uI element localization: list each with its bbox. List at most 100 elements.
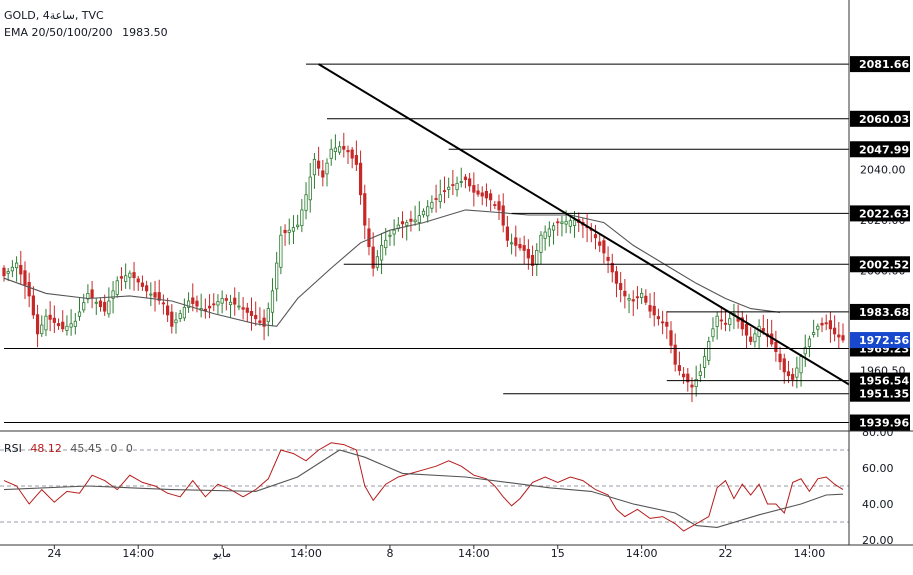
candle-body	[262, 317, 266, 327]
candle-body	[19, 264, 23, 275]
rsi-pane	[0, 442, 849, 532]
candle-body	[560, 221, 564, 224]
candle-body	[291, 227, 296, 232]
time-tick-label: 8	[386, 547, 393, 560]
price-level-label: 1956.54	[859, 375, 909, 388]
candle-body	[115, 280, 119, 295]
candle-body	[409, 218, 413, 222]
rsi-legend[interactable]: RSI 48.12 45.45 0 0	[4, 442, 138, 455]
candle-body	[182, 306, 186, 319]
price-level-label: 2022.63	[859, 207, 909, 220]
candle-body	[442, 190, 447, 193]
candle-body	[35, 314, 40, 335]
price-level-label: 1951.35	[859, 388, 909, 401]
candle-body	[635, 296, 640, 299]
candle-body	[157, 292, 161, 301]
price-level-label: 2002.52	[859, 258, 909, 271]
candle-body	[337, 146, 342, 153]
candle-body	[740, 317, 744, 330]
candle-body	[413, 219, 417, 223]
rsi-label: RSI	[4, 442, 22, 455]
candle-body	[312, 158, 317, 176]
candle-body	[749, 336, 753, 342]
candle-body	[468, 178, 472, 187]
candle-body	[694, 379, 698, 388]
candle-body	[421, 210, 426, 216]
candle-body	[186, 300, 191, 308]
rsi-extra-value-2: 0	[125, 442, 133, 455]
candle-body	[375, 256, 379, 268]
candle-body	[497, 201, 501, 211]
rsi-tick-label: 60.00	[862, 462, 894, 475]
candle-body	[304, 194, 308, 211]
symbol-legend[interactable]: GOLD, 4ساعة, TVC	[4, 9, 104, 22]
candle-body	[606, 256, 610, 261]
candle-body	[417, 215, 421, 223]
candle-body	[518, 244, 522, 249]
candle-body	[73, 320, 77, 327]
candle-body	[774, 341, 778, 352]
candle-body	[52, 317, 56, 323]
rsi-extra-value-1: 0	[110, 442, 118, 455]
current-price-label: 1972.56	[859, 334, 909, 347]
candle-body	[598, 241, 602, 246]
candle-body	[124, 275, 128, 282]
ema-label: EMA 20/50/100/200	[4, 26, 113, 39]
candle-body	[44, 315, 48, 331]
candle-body	[799, 356, 803, 374]
time-tick-label: 14:00	[290, 547, 322, 560]
ema-legend[interactable]: EMA 20/50/100/200 1983.50	[4, 26, 168, 39]
candle-body	[27, 282, 31, 297]
candle-body	[707, 341, 711, 361]
candle-body	[405, 222, 409, 226]
price-level-badge	[850, 303, 910, 320]
candle-body	[782, 358, 786, 373]
time-tick-label: 14:00	[458, 547, 490, 560]
time-tick-label: 14:00	[794, 547, 826, 560]
candle-body	[333, 147, 338, 152]
candle-body	[228, 301, 233, 306]
candle-body	[111, 290, 115, 299]
price-level-badge	[850, 56, 910, 73]
candle-body	[69, 323, 73, 328]
candle-body	[761, 328, 765, 332]
candle-body	[480, 192, 484, 197]
candle-body	[241, 307, 245, 310]
candle-body	[514, 237, 518, 246]
candle-body	[501, 205, 505, 226]
candle-body	[207, 305, 212, 309]
candle-body	[640, 293, 644, 298]
candle-body	[522, 245, 526, 251]
candle-body	[90, 289, 94, 299]
candle-body	[463, 176, 468, 180]
candle-body	[279, 234, 283, 268]
candle-body	[669, 330, 673, 346]
price-level-badge	[850, 110, 910, 127]
candle-body	[275, 262, 279, 290]
candle-body	[77, 311, 82, 317]
candle-body	[572, 219, 577, 226]
candle-body	[623, 290, 627, 297]
candle-body	[224, 298, 228, 301]
candle-body	[627, 298, 631, 301]
candle-body	[40, 324, 44, 335]
candle-body	[300, 209, 304, 227]
candle-body	[266, 308, 270, 323]
candle-body	[308, 176, 312, 201]
candle-body	[677, 365, 681, 371]
candle-body	[166, 305, 170, 316]
candle-body	[447, 186, 451, 190]
candle-body	[233, 297, 237, 305]
candle-body	[367, 228, 371, 248]
ema-line	[3, 209, 781, 327]
candle-body	[249, 311, 254, 316]
candle-body	[602, 240, 606, 254]
candle-body	[56, 323, 61, 327]
candle-body	[191, 297, 195, 304]
candle-body	[384, 239, 388, 249]
candle-body	[363, 193, 367, 226]
candle-body	[698, 371, 702, 376]
candle-body	[568, 220, 572, 227]
